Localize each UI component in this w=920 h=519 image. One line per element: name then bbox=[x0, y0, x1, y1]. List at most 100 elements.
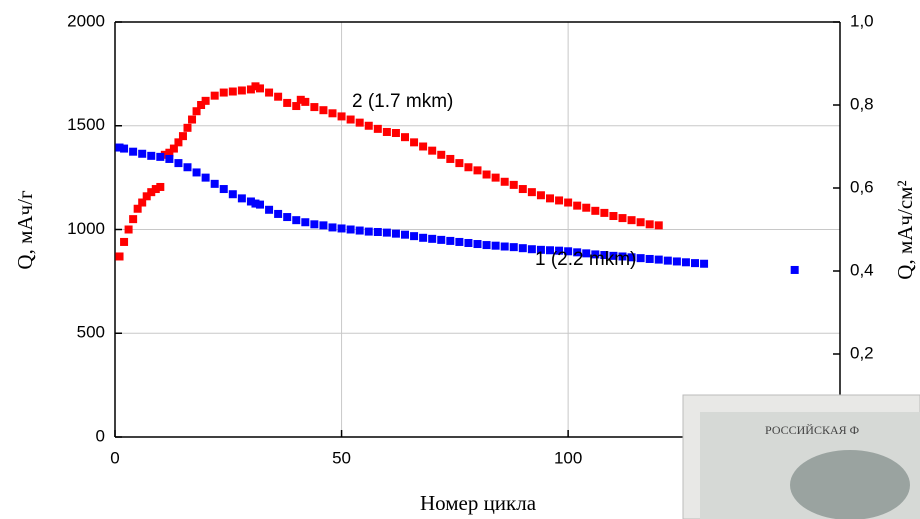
point bbox=[296, 95, 305, 104]
point bbox=[373, 124, 382, 133]
point bbox=[391, 229, 400, 238]
point bbox=[455, 237, 464, 246]
point bbox=[228, 87, 237, 96]
point bbox=[178, 132, 187, 141]
point bbox=[201, 173, 210, 182]
point bbox=[364, 121, 373, 130]
point bbox=[147, 188, 156, 197]
y2-tick-label: 0,2 bbox=[850, 343, 874, 362]
point bbox=[337, 224, 346, 233]
point bbox=[446, 236, 455, 245]
overlay-emblem bbox=[790, 450, 910, 519]
point bbox=[328, 223, 337, 232]
point bbox=[564, 247, 573, 256]
point bbox=[464, 163, 473, 172]
x-tick-label: 50 bbox=[332, 448, 351, 467]
point bbox=[188, 115, 197, 124]
point bbox=[156, 182, 165, 191]
point bbox=[419, 142, 428, 151]
point bbox=[518, 185, 527, 194]
point bbox=[618, 214, 627, 223]
point bbox=[681, 258, 690, 267]
point bbox=[437, 150, 446, 159]
point bbox=[419, 233, 428, 242]
point bbox=[174, 138, 183, 147]
point bbox=[500, 177, 509, 186]
point bbox=[691, 259, 699, 268]
annotation: 1 (2.2 mkm) bbox=[535, 249, 636, 270]
point bbox=[410, 232, 419, 241]
point bbox=[328, 109, 337, 118]
point bbox=[201, 96, 210, 105]
point bbox=[700, 259, 709, 268]
point bbox=[283, 213, 292, 222]
point bbox=[219, 88, 228, 97]
point bbox=[310, 103, 319, 112]
overlay-text: РОССИЙСКАЯ Ф bbox=[765, 423, 859, 437]
point bbox=[364, 227, 373, 236]
point bbox=[518, 244, 527, 253]
point bbox=[192, 107, 201, 116]
point bbox=[428, 146, 437, 155]
point bbox=[129, 147, 138, 156]
point bbox=[246, 197, 255, 206]
point bbox=[174, 159, 183, 168]
point bbox=[210, 179, 219, 188]
point bbox=[573, 201, 582, 210]
point bbox=[228, 190, 237, 199]
point bbox=[564, 198, 573, 207]
y-tick-label: 1000 bbox=[67, 219, 105, 238]
point bbox=[636, 254, 645, 263]
point bbox=[391, 129, 400, 138]
point bbox=[473, 166, 482, 175]
point bbox=[491, 241, 500, 250]
point bbox=[301, 97, 310, 106]
point bbox=[124, 225, 133, 234]
y2-tick-label: 0,6 bbox=[850, 177, 874, 196]
point bbox=[600, 208, 609, 217]
point bbox=[165, 148, 174, 157]
point bbox=[618, 252, 627, 261]
point bbox=[183, 123, 192, 132]
point bbox=[346, 225, 355, 234]
point bbox=[147, 151, 156, 160]
point bbox=[428, 234, 437, 243]
point bbox=[319, 106, 328, 115]
point bbox=[382, 228, 391, 237]
annotation: 2 (1.7 mkm) bbox=[352, 91, 453, 112]
overlay-image: РОССИЙСКАЯ Ф bbox=[682, 394, 920, 519]
plot: 0 500 1000 1500 2000 0 50 100 0,2 0,4 0,6 0,8 1,0 bbox=[67, 11, 873, 467]
point bbox=[609, 212, 618, 221]
point bbox=[509, 243, 518, 252]
point bbox=[265, 88, 274, 97]
point bbox=[165, 154, 174, 163]
y2-tick-label: 1,0 bbox=[850, 11, 874, 30]
point bbox=[591, 206, 600, 215]
point bbox=[210, 91, 219, 100]
point bbox=[337, 112, 346, 121]
y2-axis-label: Q, мАч/см² bbox=[893, 180, 917, 279]
point bbox=[491, 173, 500, 182]
y-axis-label: Q, мАч/г bbox=[13, 190, 37, 270]
x-tick-label: 0 bbox=[110, 448, 119, 467]
point bbox=[527, 188, 536, 197]
point bbox=[301, 218, 310, 227]
point bbox=[256, 84, 264, 93]
point bbox=[292, 216, 301, 225]
point bbox=[237, 194, 246, 203]
y-tick-label: 500 bbox=[77, 323, 105, 342]
point bbox=[600, 251, 609, 260]
point bbox=[256, 200, 264, 209]
point bbox=[237, 86, 246, 95]
point bbox=[473, 240, 482, 249]
point bbox=[319, 221, 328, 230]
point bbox=[346, 115, 355, 124]
point bbox=[482, 170, 491, 179]
point bbox=[509, 180, 518, 189]
y-tick-label: 1500 bbox=[67, 115, 105, 134]
point bbox=[251, 82, 260, 91]
x-tick-label: 100 bbox=[554, 448, 582, 467]
point bbox=[373, 227, 382, 236]
point bbox=[160, 150, 169, 159]
